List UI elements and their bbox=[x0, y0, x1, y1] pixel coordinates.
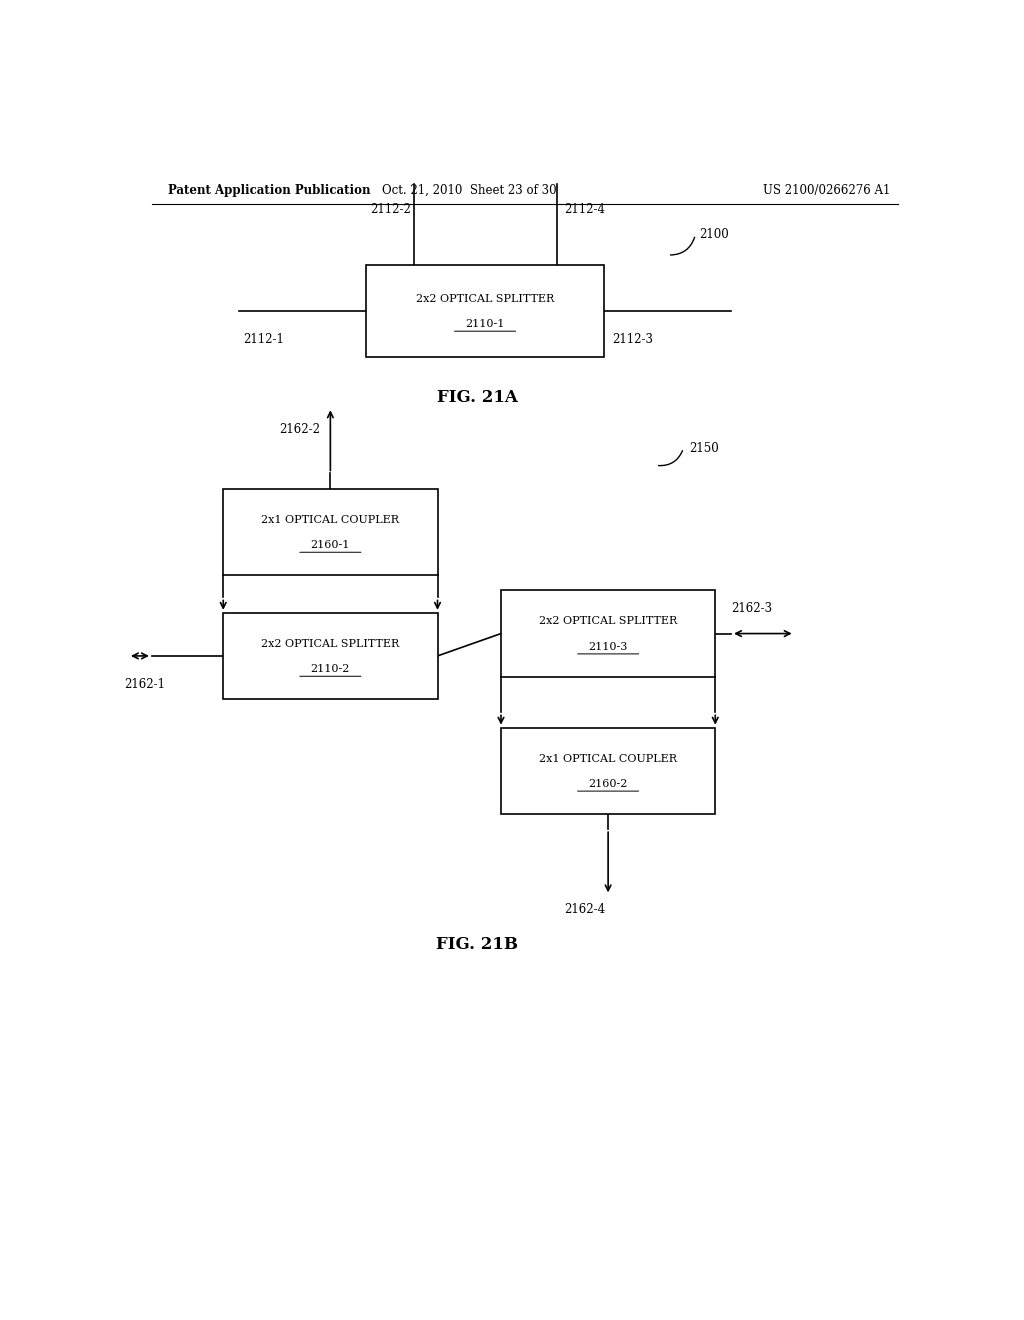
Text: 2x2 OPTICAL SPLITTER: 2x2 OPTICAL SPLITTER bbox=[261, 639, 399, 648]
Text: 2162-3: 2162-3 bbox=[731, 602, 772, 615]
Text: 2162-2: 2162-2 bbox=[279, 424, 319, 437]
Text: 2160-1: 2160-1 bbox=[310, 540, 350, 550]
Text: 2150: 2150 bbox=[689, 442, 719, 454]
Text: 2x2 OPTICAL SPLITTER: 2x2 OPTICAL SPLITTER bbox=[416, 293, 554, 304]
FancyBboxPatch shape bbox=[501, 590, 715, 677]
Text: FIG. 21B: FIG. 21B bbox=[436, 936, 518, 953]
Text: 2x1 OPTICAL COUPLER: 2x1 OPTICAL COUPLER bbox=[539, 754, 677, 763]
Text: 2112-4: 2112-4 bbox=[564, 203, 605, 215]
Text: Oct. 21, 2010  Sheet 23 of 30: Oct. 21, 2010 Sheet 23 of 30 bbox=[382, 183, 557, 197]
Text: 2x2 OPTICAL SPLITTER: 2x2 OPTICAL SPLITTER bbox=[539, 616, 677, 627]
Text: 2160-2: 2160-2 bbox=[589, 779, 628, 789]
Text: 2110-3: 2110-3 bbox=[589, 642, 628, 652]
Text: FIG. 21A: FIG. 21A bbox=[437, 389, 517, 407]
FancyBboxPatch shape bbox=[223, 612, 437, 700]
Text: 2162-4: 2162-4 bbox=[564, 903, 605, 916]
Text: 2112-2: 2112-2 bbox=[370, 203, 411, 215]
Text: 2110-2: 2110-2 bbox=[310, 664, 350, 675]
Text: 2112-1: 2112-1 bbox=[243, 333, 284, 346]
Text: 2162-1: 2162-1 bbox=[124, 678, 165, 692]
FancyBboxPatch shape bbox=[367, 265, 604, 356]
Text: 2112-3: 2112-3 bbox=[612, 333, 653, 346]
Text: Patent Application Publication: Patent Application Publication bbox=[168, 183, 371, 197]
FancyBboxPatch shape bbox=[223, 488, 437, 576]
Text: 2110-1: 2110-1 bbox=[466, 319, 505, 329]
Text: US 2100/0266276 A1: US 2100/0266276 A1 bbox=[763, 183, 890, 197]
Text: 2100: 2100 bbox=[699, 228, 729, 242]
FancyBboxPatch shape bbox=[501, 727, 715, 814]
Text: 2x1 OPTICAL COUPLER: 2x1 OPTICAL COUPLER bbox=[261, 515, 399, 525]
